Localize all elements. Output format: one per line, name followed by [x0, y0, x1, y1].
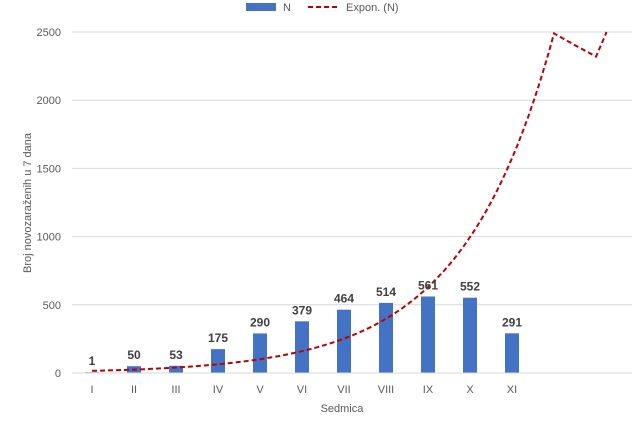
x-tick-label: IX — [423, 384, 434, 396]
bar — [421, 296, 435, 373]
trendline-series — [91, 31, 608, 372]
x-tick-label: IV — [213, 384, 224, 396]
data-label: 50 — [127, 348, 141, 362]
x-tick-label: VIII — [378, 384, 395, 396]
bar — [505, 333, 519, 373]
data-label: 379 — [292, 303, 312, 317]
x-tick-label: I — [90, 384, 93, 396]
bar — [169, 365, 183, 373]
x-axis-ticks: I II III IV V VI VII VIII IX X XI — [90, 384, 517, 396]
trendline-expon — [91, 31, 608, 372]
x-tick-label: III — [171, 384, 180, 396]
y-axis-ticks: 0 500 1000 1500 2000 2500 — [37, 27, 61, 380]
legend-label-expon: Expon. (N) — [346, 2, 399, 14]
data-label: 514 — [376, 285, 396, 299]
data-label: 552 — [460, 280, 480, 294]
data-label: 290 — [250, 315, 270, 329]
data-label: 561 — [418, 278, 438, 292]
x-tick-label: X — [466, 384, 474, 396]
x-axis-title: Sedmica — [321, 403, 365, 415]
bar — [211, 349, 225, 373]
y-tick-label: 1500 — [37, 163, 61, 175]
x-tick-label: VI — [297, 384, 307, 396]
y-tick-label: 2500 — [37, 27, 61, 39]
data-label: 291 — [502, 315, 522, 329]
y-tick-label: 500 — [43, 300, 61, 312]
y-tick-label: 0 — [55, 368, 61, 380]
legend-label-n: N — [283, 2, 291, 14]
y-axis-title: Broj novozaraženih u 7 dana — [22, 132, 34, 273]
x-tick-label: XI — [507, 384, 517, 396]
legend-swatch-n — [246, 3, 276, 11]
bar — [295, 321, 309, 373]
data-label: 1 — [89, 354, 96, 368]
data-label: 175 — [208, 331, 228, 345]
y-tick-label: 1000 — [37, 232, 61, 244]
gridlines — [72, 31, 632, 306]
data-labels: 1 50 53 175 290 379 464 514 561 552 291 — [89, 278, 523, 368]
data-label: 53 — [169, 348, 183, 362]
bar — [253, 333, 267, 373]
bar — [379, 302, 393, 373]
bar — [463, 297, 477, 373]
x-tick-label: V — [256, 384, 264, 396]
y-tick-label: 2000 — [37, 95, 61, 107]
data-label: 464 — [334, 292, 354, 306]
bar — [337, 309, 351, 373]
x-tick-label: II — [131, 384, 137, 396]
legend: N Expon. (N) — [246, 2, 399, 14]
x-tick-label: VII — [337, 384, 350, 396]
